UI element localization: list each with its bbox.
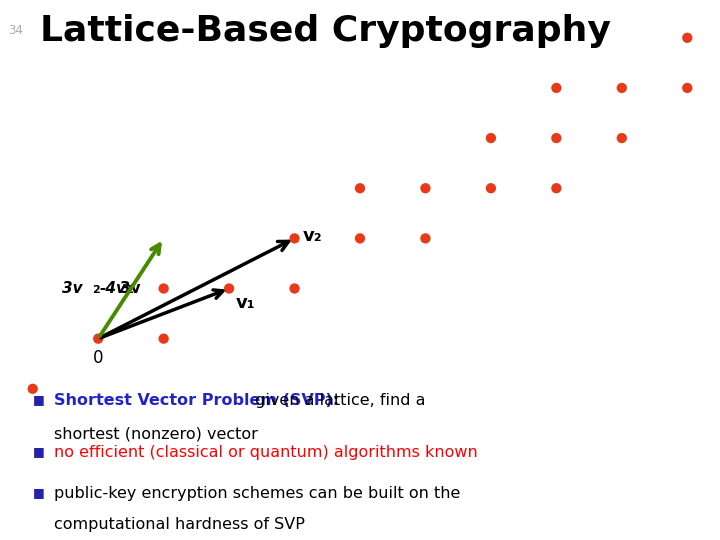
Point — [420, 184, 431, 193]
Text: v₂: v₂ — [302, 227, 322, 245]
Point — [616, 84, 628, 92]
Text: ■: ■ — [32, 393, 44, 406]
Text: no efficient (classical or quantum) algorithms known: no efficient (classical or quantum) algo… — [54, 446, 478, 461]
Point — [223, 284, 235, 293]
Text: computational hardness of SVP: computational hardness of SVP — [54, 517, 305, 532]
Point — [485, 134, 497, 143]
Point — [289, 234, 300, 242]
Text: given a lattice, find a: given a lattice, find a — [250, 393, 426, 408]
Point — [289, 284, 300, 293]
Text: shortest (nonzero) vector: shortest (nonzero) vector — [54, 427, 258, 442]
Point — [27, 384, 38, 393]
Text: 0: 0 — [93, 349, 104, 367]
Point — [551, 84, 562, 92]
Text: v₁: v₁ — [235, 294, 256, 312]
Text: 34: 34 — [9, 24, 24, 37]
Text: -4v: -4v — [99, 281, 127, 296]
Point — [92, 334, 104, 343]
Text: ■: ■ — [32, 486, 44, 499]
Point — [158, 284, 169, 293]
Point — [551, 184, 562, 193]
Text: Shortest Vector Problem (SVP):: Shortest Vector Problem (SVP): — [54, 393, 339, 408]
Text: 1: 1 — [126, 285, 133, 294]
Text: Lattice-Based Cryptography: Lattice-Based Cryptography — [40, 14, 611, 48]
Text: 2: 2 — [91, 285, 99, 294]
Point — [420, 234, 431, 242]
Text: 3v: 3v — [120, 281, 140, 296]
Point — [551, 134, 562, 143]
Point — [682, 33, 693, 42]
Point — [354, 234, 366, 242]
Text: ■: ■ — [32, 446, 44, 458]
Point — [682, 84, 693, 92]
Point — [354, 184, 366, 193]
Point — [485, 184, 497, 193]
Point — [616, 134, 628, 143]
Text: public-key encryption schemes can be built on the: public-key encryption schemes can be bui… — [54, 486, 460, 501]
Point — [158, 334, 169, 343]
Text: 3v: 3v — [62, 281, 83, 296]
